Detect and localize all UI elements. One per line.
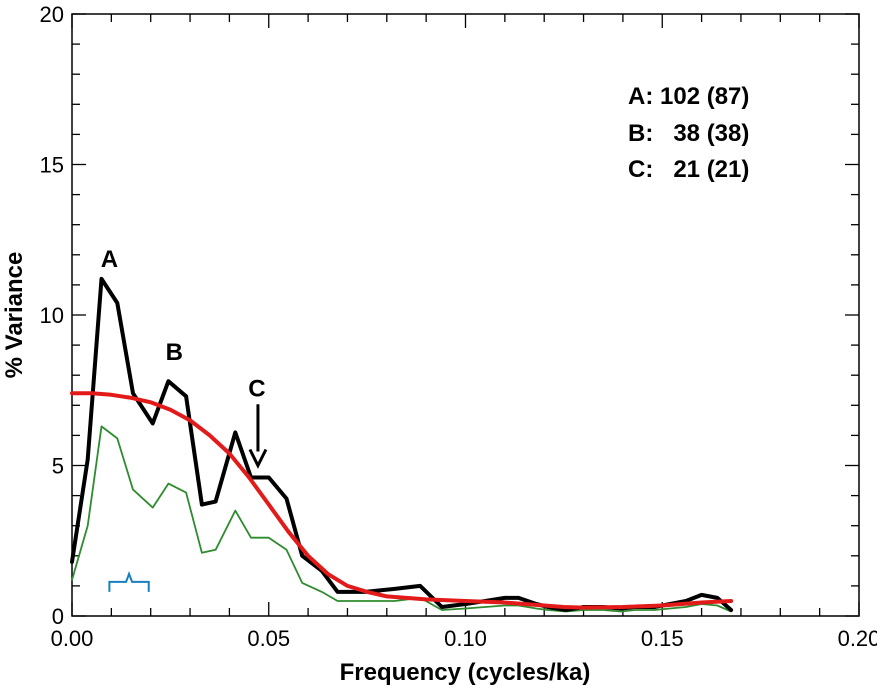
y-tick-label: 10 — [40, 303, 64, 328]
y-tick-label: 15 — [40, 153, 64, 178]
peak-label-c: C — [248, 375, 265, 402]
legend-line-a: A: 102 (87) — [628, 83, 749, 110]
x-axis-title: Frequency (cycles/ka) — [340, 659, 591, 686]
x-tick-label: 0.05 — [247, 626, 290, 651]
spectrum-line — [70, 276, 734, 612]
y-tick-label: 20 — [40, 2, 64, 27]
peak-label-b: B — [166, 339, 183, 366]
legend-box: A: 102 (87) B: 38 (38) C: 21 (21) — [628, 83, 749, 183]
lower-confidence-line — [71, 425, 732, 613]
legend-line-c: C: 21 (21) — [628, 156, 749, 183]
y-axis-title: % Variance — [1, 252, 28, 379]
legend-line-b: B: 38 (38) — [628, 120, 749, 147]
annotations: A B C — [101, 246, 268, 592]
x-tick-label: 0.15 — [641, 626, 684, 651]
arrow-c-head — [248, 448, 268, 469]
x-tick-label: 0.10 — [444, 626, 487, 651]
peak-label-a: A — [101, 246, 118, 273]
x-tick-label: 0.20 — [838, 626, 877, 651]
x-tick-label: 0.00 — [51, 626, 94, 651]
series-group — [70, 276, 734, 613]
tick-marks — [71, 13, 860, 617]
red-noise-line — [70, 391, 734, 610]
bandwidth-marker — [108, 571, 150, 592]
tick-labels: 0.00 0.05 0.10 0.15 0.20 0 5 10 15 20 — [40, 2, 877, 651]
y-tick-label: 0 — [52, 604, 64, 629]
y-tick-label: 5 — [52, 454, 64, 479]
